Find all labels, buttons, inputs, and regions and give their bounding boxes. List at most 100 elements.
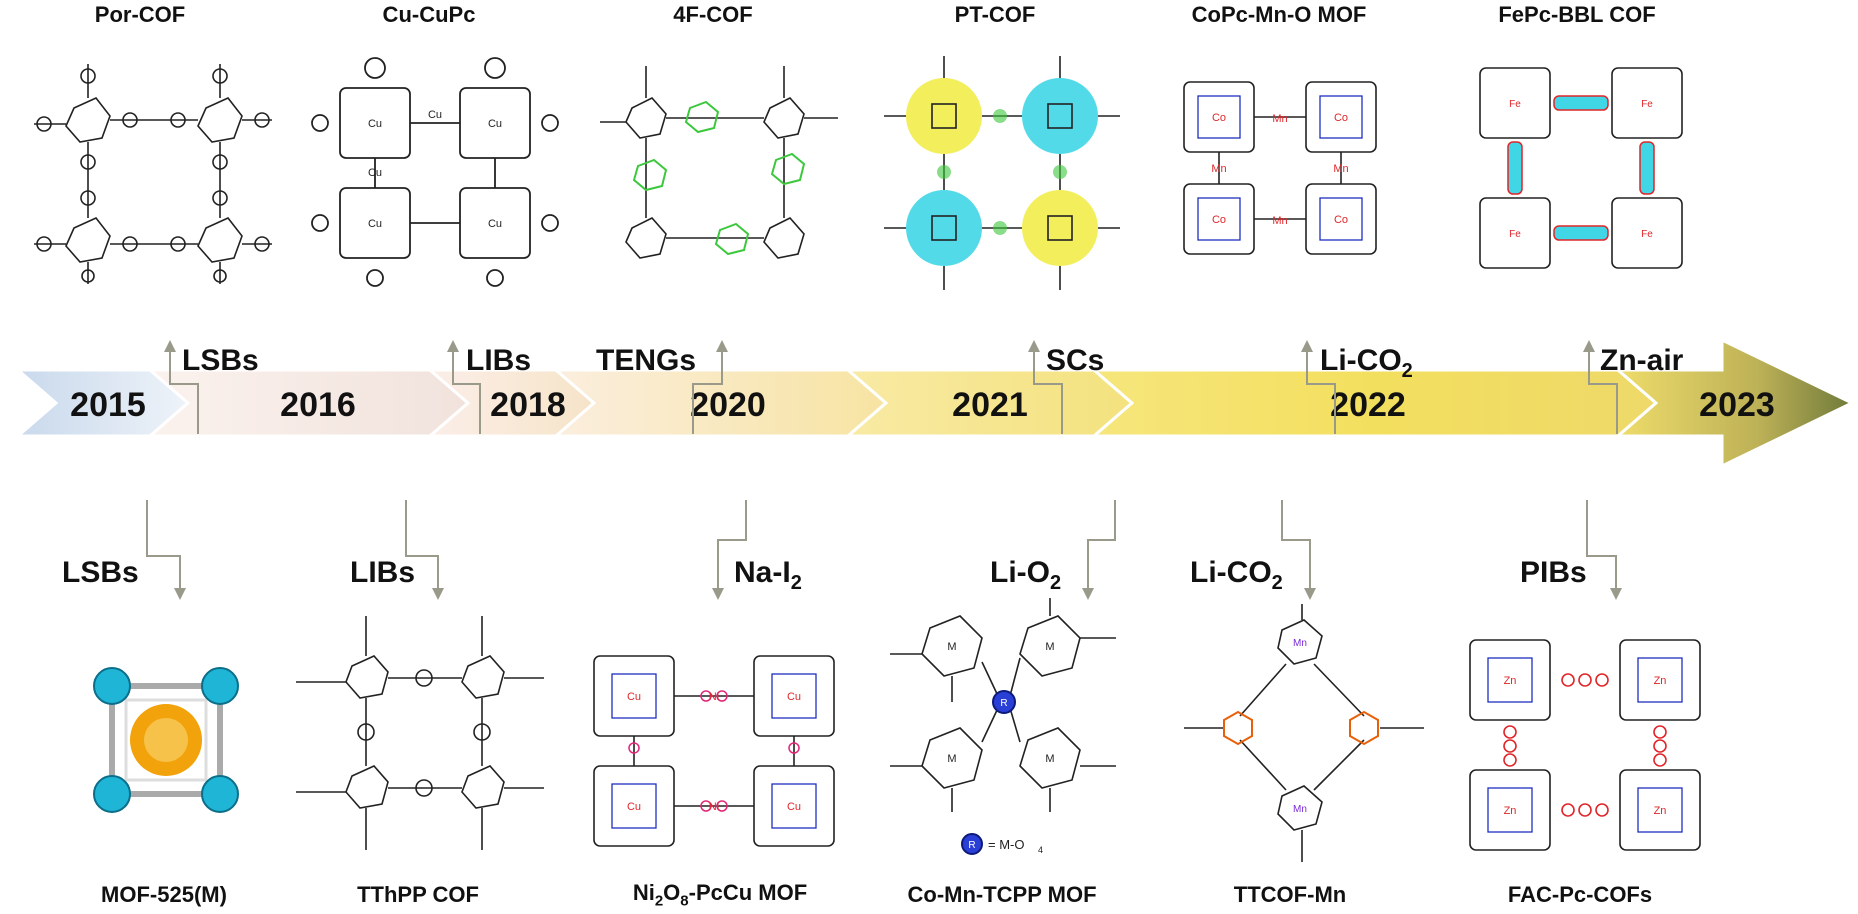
svg-text:Fe: Fe: [1509, 229, 1521, 240]
svg-text:Cu: Cu: [428, 109, 442, 121]
svg-text:Cu: Cu: [787, 801, 801, 813]
timeline-arrow: 2015 2016 2018 2020 2021 2022 2023: [13, 337, 1856, 469]
connector-top-1: [169, 350, 199, 434]
top-title-fepc-bbl-cof: FePc-BBL COF: [1498, 2, 1656, 27]
legend-letter: R: [968, 840, 975, 851]
svg-text:Mn: Mn: [1272, 113, 1287, 125]
bottom-app-li-o2: Li-O2: [990, 556, 1061, 595]
bottom-title-co-mn-tcpp-mof: Co-Mn-TCPP MOF: [907, 882, 1097, 907]
top-title-pt-cof: PT-COF: [954, 2, 1036, 27]
tthpp-cof-structure: [296, 616, 544, 850]
svg-text:Cu: Cu: [368, 218, 382, 230]
year-label: 2020: [690, 386, 766, 424]
svg-text:Fe: Fe: [1509, 99, 1521, 110]
bottom-app-li-co2: Li-CO2: [1190, 556, 1283, 595]
svg-text:Mn: Mn: [1293, 804, 1307, 815]
year-label: 2022: [1330, 386, 1406, 424]
app-text: Na-I: [734, 556, 791, 589]
svg-text:Co: Co: [1334, 214, 1348, 226]
svg-text:Zn: Zn: [1504, 805, 1517, 817]
connector-top-5: [1306, 350, 1336, 434]
title-subscript: 2: [654, 892, 664, 910]
connector-bot-6: [1586, 500, 1617, 590]
app-text: Li-O: [990, 556, 1050, 589]
svg-text:Cu: Cu: [488, 218, 502, 230]
svg-text:Cu: Cu: [368, 167, 382, 179]
4f-cof-structure: [600, 66, 838, 259]
svg-text:Mn: Mn: [1272, 215, 1287, 227]
por-cof-structure: [34, 64, 272, 284]
bottom-title-ni2o8-pccu-mof: Ni2O8-PcCu MOF: [633, 880, 807, 909]
segment-2023: [1613, 337, 1856, 469]
top-app-scs: SCs: [1046, 344, 1105, 377]
year-label: 2021: [952, 386, 1028, 424]
bottom-app-libs: LIBs: [350, 556, 416, 589]
fepc-bbl-cof-structure: Fe Fe Fe Fe: [1479, 67, 1683, 269]
svg-text:Cu: Cu: [627, 801, 641, 813]
top-app-zn-air: Zn-air: [1600, 344, 1684, 377]
app-subscript: 2: [1401, 360, 1413, 382]
node-letter: R: [1000, 698, 1007, 709]
app-subscript: 2: [790, 572, 802, 594]
svg-text:Ni: Ni: [709, 691, 719, 703]
bottom-app-lsbs: LSBs: [62, 556, 139, 589]
connector-bot-1: [146, 500, 181, 590]
svg-text:M: M: [1045, 753, 1054, 765]
svg-text:Cu: Cu: [627, 691, 641, 703]
year-label: 2016: [280, 386, 356, 424]
svg-text:Fe: Fe: [1641, 99, 1653, 110]
connector-bot-2: [405, 500, 439, 590]
connector-bot-3: [717, 500, 747, 590]
title-part: O: [663, 880, 681, 905]
svg-text:Co: Co: [1334, 112, 1348, 124]
svg-text:Zn: Zn: [1654, 675, 1667, 687]
bottom-title-ttcof-mn: TTCOF-Mn: [1233, 882, 1347, 907]
svg-text:Co: Co: [1212, 214, 1226, 226]
top-title-por-cof: Por-COF: [94, 2, 186, 27]
ni2o8-pccu-mof-structure: Cu Cu Cu Cu Ni Ni: [593, 655, 835, 847]
top-app-li-co2: Li-CO2: [1320, 344, 1413, 383]
year-label: 2015: [70, 386, 146, 424]
svg-text:Cu: Cu: [787, 691, 801, 703]
top-app-lsbs: LSBs: [182, 344, 259, 377]
svg-text:Mn: Mn: [1211, 163, 1226, 175]
year-label: 2023: [1699, 386, 1775, 424]
svg-text:Zn: Zn: [1504, 675, 1517, 687]
bottom-title-mof-525: MOF-525(M): [101, 882, 227, 907]
svg-text:Cu: Cu: [488, 118, 502, 130]
connector-top-2: [452, 350, 481, 434]
svg-text:Fe: Fe: [1641, 229, 1653, 240]
metal-node-legend-icon: [961, 833, 983, 855]
top-app-tengs: TENGs: [596, 344, 697, 377]
connector-top-4: [1033, 350, 1063, 434]
cu-cupc-structure: Cu Cu Cu Cu Cu Cu: [311, 57, 559, 287]
title-part: Ni: [632, 880, 655, 905]
title-subscript: 8: [680, 892, 689, 910]
svg-text:Cu: Cu: [368, 118, 382, 130]
svg-text:Zn: Zn: [1654, 805, 1667, 817]
fac-pc-cofs-structure: Zn Zn Zn Zn: [1469, 639, 1701, 851]
svg-text:M: M: [947, 753, 956, 765]
mof-525-structure: [93, 667, 239, 813]
bottom-app-pibs: PIBs: [1520, 556, 1587, 589]
svg-text:Co: Co: [1212, 112, 1226, 124]
legend-equation: = M-O: [988, 837, 1024, 852]
app-subscript: 2: [1050, 572, 1062, 594]
top-title-4f-cof: 4F-COF: [673, 2, 753, 27]
co-mn-tcpp-mof-structure: M M M M R R = M-O 4: [890, 598, 1116, 855]
svg-text:Ni: Ni: [709, 801, 719, 813]
svg-text:M: M: [1045, 641, 1054, 653]
app-text: Li-CO: [1320, 344, 1402, 377]
pt-cof-structure: [884, 56, 1120, 290]
top-title-copc-mn-o-mof: CoPc-Mn-O MOF: [1191, 2, 1367, 27]
connector-bot-4: [1087, 500, 1116, 590]
year-label: 2018: [490, 386, 566, 424]
bottom-title-tthpp-cof: TThPP COF: [357, 882, 479, 907]
connector-bot-5: [1281, 500, 1311, 590]
svg-text:Mn: Mn: [1293, 638, 1307, 649]
app-subscript: 2: [1271, 572, 1283, 594]
app-text: Li-CO: [1190, 556, 1272, 589]
copc-mn-o-mof-structure: Co Co Co Co Mn Mn Mn Mn: [1183, 81, 1377, 255]
svg-text:M: M: [947, 641, 956, 653]
